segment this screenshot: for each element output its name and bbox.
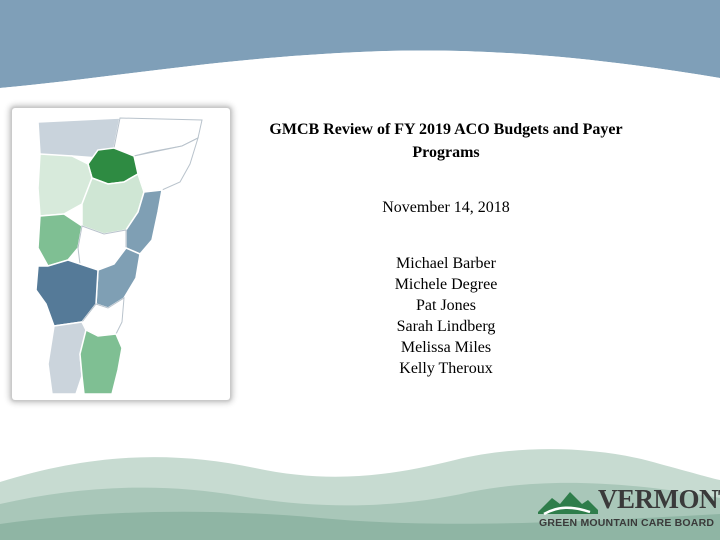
gmcb-logo: VERMONT GREEN MOUNTAIN CARE BOARD (536, 484, 720, 534)
mountain-logo-icon (538, 492, 598, 516)
header-wave-banner (0, 0, 720, 104)
presenter-name: Michele Degree (394, 276, 498, 293)
presenter-name: Kelly Theroux (399, 360, 493, 377)
slide-text: GMCB Review of FY 2019 ACO Budgets and P… (246, 118, 646, 379)
presenter-list: Michael Barber Michele Degree Pat Jones … (246, 253, 646, 379)
presenter-name: Pat Jones (416, 297, 476, 314)
slide-title: GMCB Review of FY 2019 ACO Budgets and P… (269, 121, 623, 161)
logo-state-name: VERMONT (598, 484, 720, 514)
vermont-hsa-map (12, 108, 230, 400)
vermont-region-map-image (35, 117, 203, 395)
presenter-name: Michael Barber (396, 255, 496, 272)
presenter-name: Melissa Miles (400, 339, 492, 356)
presenter-name: Sarah Lindberg (396, 318, 496, 335)
logo-board-name: GREEN MOUNTAIN CARE BOARD (539, 517, 715, 529)
presentation-date: November 14, 2018 (382, 199, 510, 216)
footer-mountain-waves (0, 449, 720, 540)
